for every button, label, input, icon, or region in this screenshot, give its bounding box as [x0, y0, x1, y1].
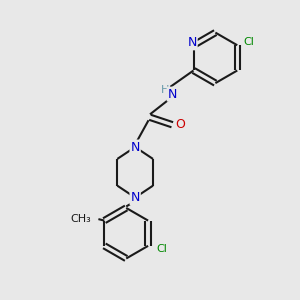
- Text: O: O: [176, 118, 185, 131]
- Text: N: N: [187, 36, 197, 50]
- Text: Cl: Cl: [243, 37, 254, 47]
- Text: N: N: [168, 88, 177, 100]
- Text: Cl: Cl: [156, 244, 167, 254]
- Text: CH₃: CH₃: [70, 214, 91, 224]
- Text: N: N: [130, 191, 140, 204]
- Text: H: H: [161, 85, 169, 95]
- Text: N: N: [130, 140, 140, 154]
